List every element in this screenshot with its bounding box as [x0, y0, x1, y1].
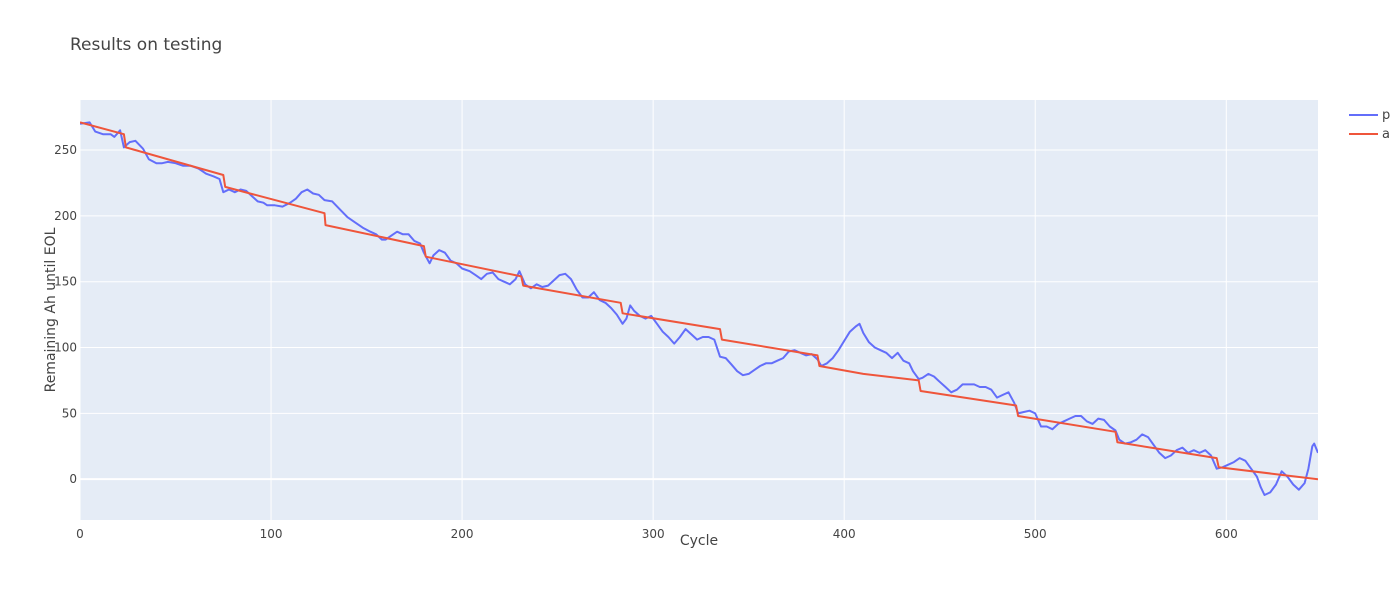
- y-tick-label: 250: [54, 143, 77, 157]
- x-tick-label: 200: [451, 527, 474, 541]
- series-lines: [80, 121, 1318, 496]
- y-axis-label: Remaining Ah until EOL: [43, 227, 59, 392]
- chart-title: Results on testing: [70, 35, 222, 55]
- y-tick-label: 200: [54, 209, 77, 223]
- legend: pa: [1349, 108, 1390, 142]
- y-axis-ticks: 0 50 100 150 200 250: [54, 143, 77, 486]
- x-tick-label: 0: [76, 527, 84, 541]
- x-axis-label: Cycle: [680, 533, 718, 549]
- y-tick-label: 0: [69, 472, 77, 486]
- y-tick-label: 100: [54, 341, 77, 355]
- x-tick-label: 300: [642, 527, 665, 541]
- x-tick-label: 600: [1215, 527, 1238, 541]
- legend-label-a[interactable]: a: [1382, 127, 1390, 142]
- x-tick-label: 500: [1024, 527, 1047, 541]
- plot-background: [80, 100, 1318, 520]
- legend-label-p[interactable]: p: [1382, 108, 1390, 123]
- x-axis-ticks: 0 100 200 300 400 500 600: [76, 527, 1238, 541]
- x-tick-label: 400: [833, 527, 856, 541]
- x-tick-label: 100: [260, 527, 283, 541]
- y-tick-label: 50: [62, 406, 77, 420]
- y-tick-label: 150: [54, 275, 77, 289]
- grid-lines: [79, 100, 1318, 520]
- series-line-a: [80, 121, 1318, 481]
